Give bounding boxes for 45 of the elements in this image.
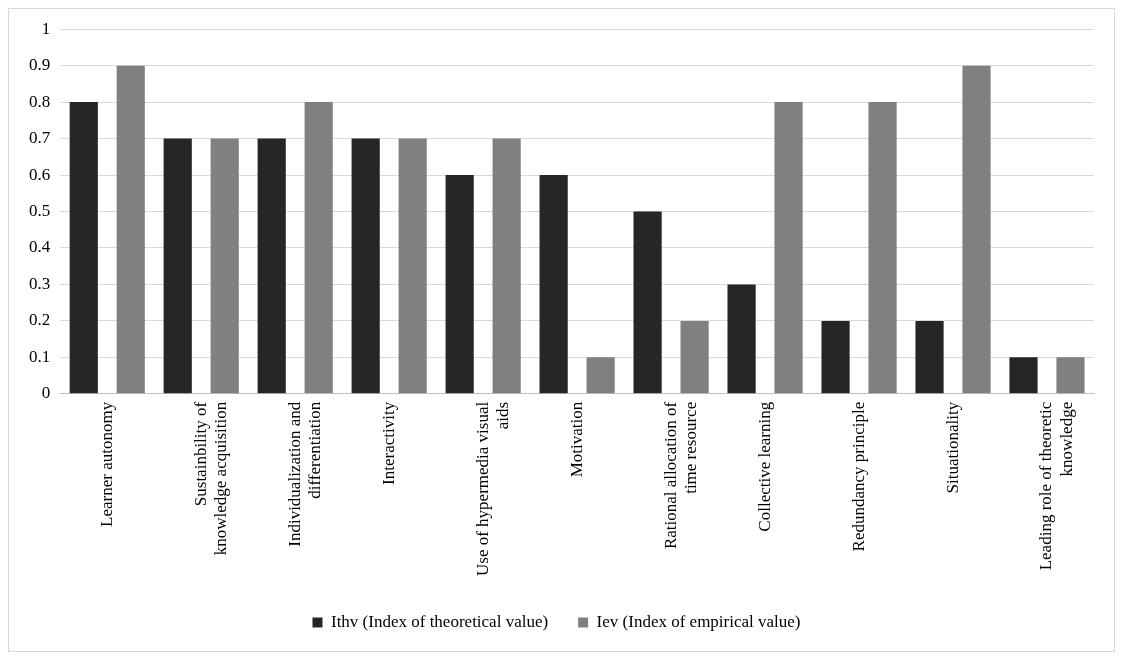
legend-label: Iev (Index of empirical value)	[596, 611, 801, 631]
bar	[163, 138, 192, 394]
y-tick-label: 0.3	[29, 273, 51, 293]
y-tick-label: 0	[41, 383, 51, 403]
bar	[868, 102, 897, 394]
y-tick-label: 0.7	[29, 128, 51, 148]
bar	[304, 102, 333, 394]
bar	[915, 320, 944, 394]
x-tick-label: Collective learning	[754, 401, 774, 532]
x-tick-label: Situationality	[942, 401, 962, 494]
x-tick-label: Motivation	[566, 401, 586, 478]
bar	[680, 320, 709, 394]
x-tick-label: Sustainbility of knowledge acquisition	[190, 401, 231, 556]
bar	[398, 138, 427, 394]
y-tick-label: 0.1	[29, 346, 51, 366]
y-tick-label: 0.9	[29, 55, 51, 75]
bar	[727, 284, 756, 394]
bar	[586, 357, 615, 394]
y-tick-label: 0.5	[29, 200, 51, 220]
bar	[539, 175, 568, 394]
bar	[210, 138, 239, 394]
x-tick-label: Redundancy principle	[848, 401, 868, 552]
y-tick-label: 0.2	[29, 310, 51, 330]
bar	[774, 102, 803, 394]
bar	[1056, 357, 1085, 394]
x-tick-label: Leading role of theoretic knowledge	[1036, 401, 1076, 571]
x-tick-label: Interactivity	[378, 401, 398, 485]
bar	[1009, 357, 1038, 394]
legend-label: Ithv (Index of theoretical value)	[330, 611, 549, 631]
bar	[69, 102, 98, 394]
y-tick-label: 1	[41, 18, 51, 38]
bar	[116, 65, 145, 394]
y-tick-label: 0.4	[29, 237, 51, 257]
bar	[351, 138, 380, 394]
bar	[962, 65, 991, 394]
bar	[492, 138, 521, 394]
y-tick-label: 0.6	[29, 164, 51, 184]
x-tick-label: Rational allocation of time resource	[660, 401, 700, 550]
bar	[821, 320, 850, 394]
x-tick-label: Learner autonomy	[96, 401, 116, 527]
bar	[257, 138, 286, 394]
bar	[445, 175, 474, 394]
x-tick-label: Use of hypermedia visual aids	[472, 401, 513, 576]
bar	[633, 211, 662, 394]
y-tick-label: 0.8	[29, 91, 51, 111]
